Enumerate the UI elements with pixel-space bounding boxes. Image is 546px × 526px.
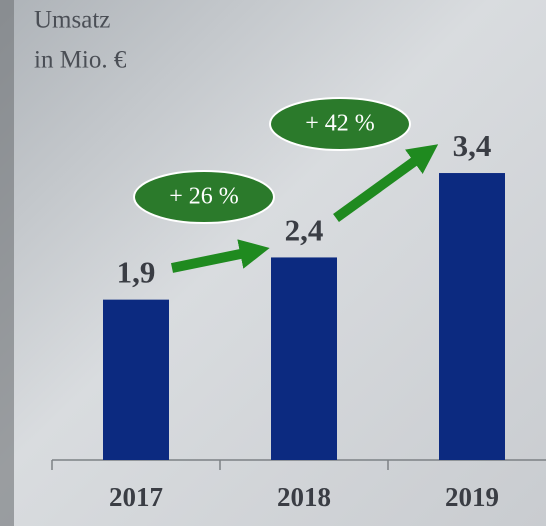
- growth-arrow: [333, 144, 439, 223]
- edge-shade: [0, 0, 14, 526]
- annotation: + 42 %: [305, 111, 375, 137]
- x-tick-label: 2019: [445, 482, 499, 512]
- chart-subtitle: in Mio. €: [34, 47, 127, 74]
- annotation-bubble: [133, 170, 275, 224]
- value-label: 1,9: [117, 255, 156, 290]
- x-tick-label: 2017: [109, 482, 163, 512]
- bar: [271, 257, 337, 460]
- bar: [103, 299, 169, 460]
- value-label: 3,4: [453, 128, 492, 163]
- growth-arrow: [170, 239, 270, 273]
- value-label: 2,4: [285, 213, 324, 248]
- annotation: + 26 %: [169, 184, 239, 210]
- annotation-bubble: [269, 97, 411, 151]
- bar: [439, 173, 505, 461]
- chart-title: Umsatz: [34, 7, 110, 34]
- x-tick-label: 2018: [277, 482, 331, 512]
